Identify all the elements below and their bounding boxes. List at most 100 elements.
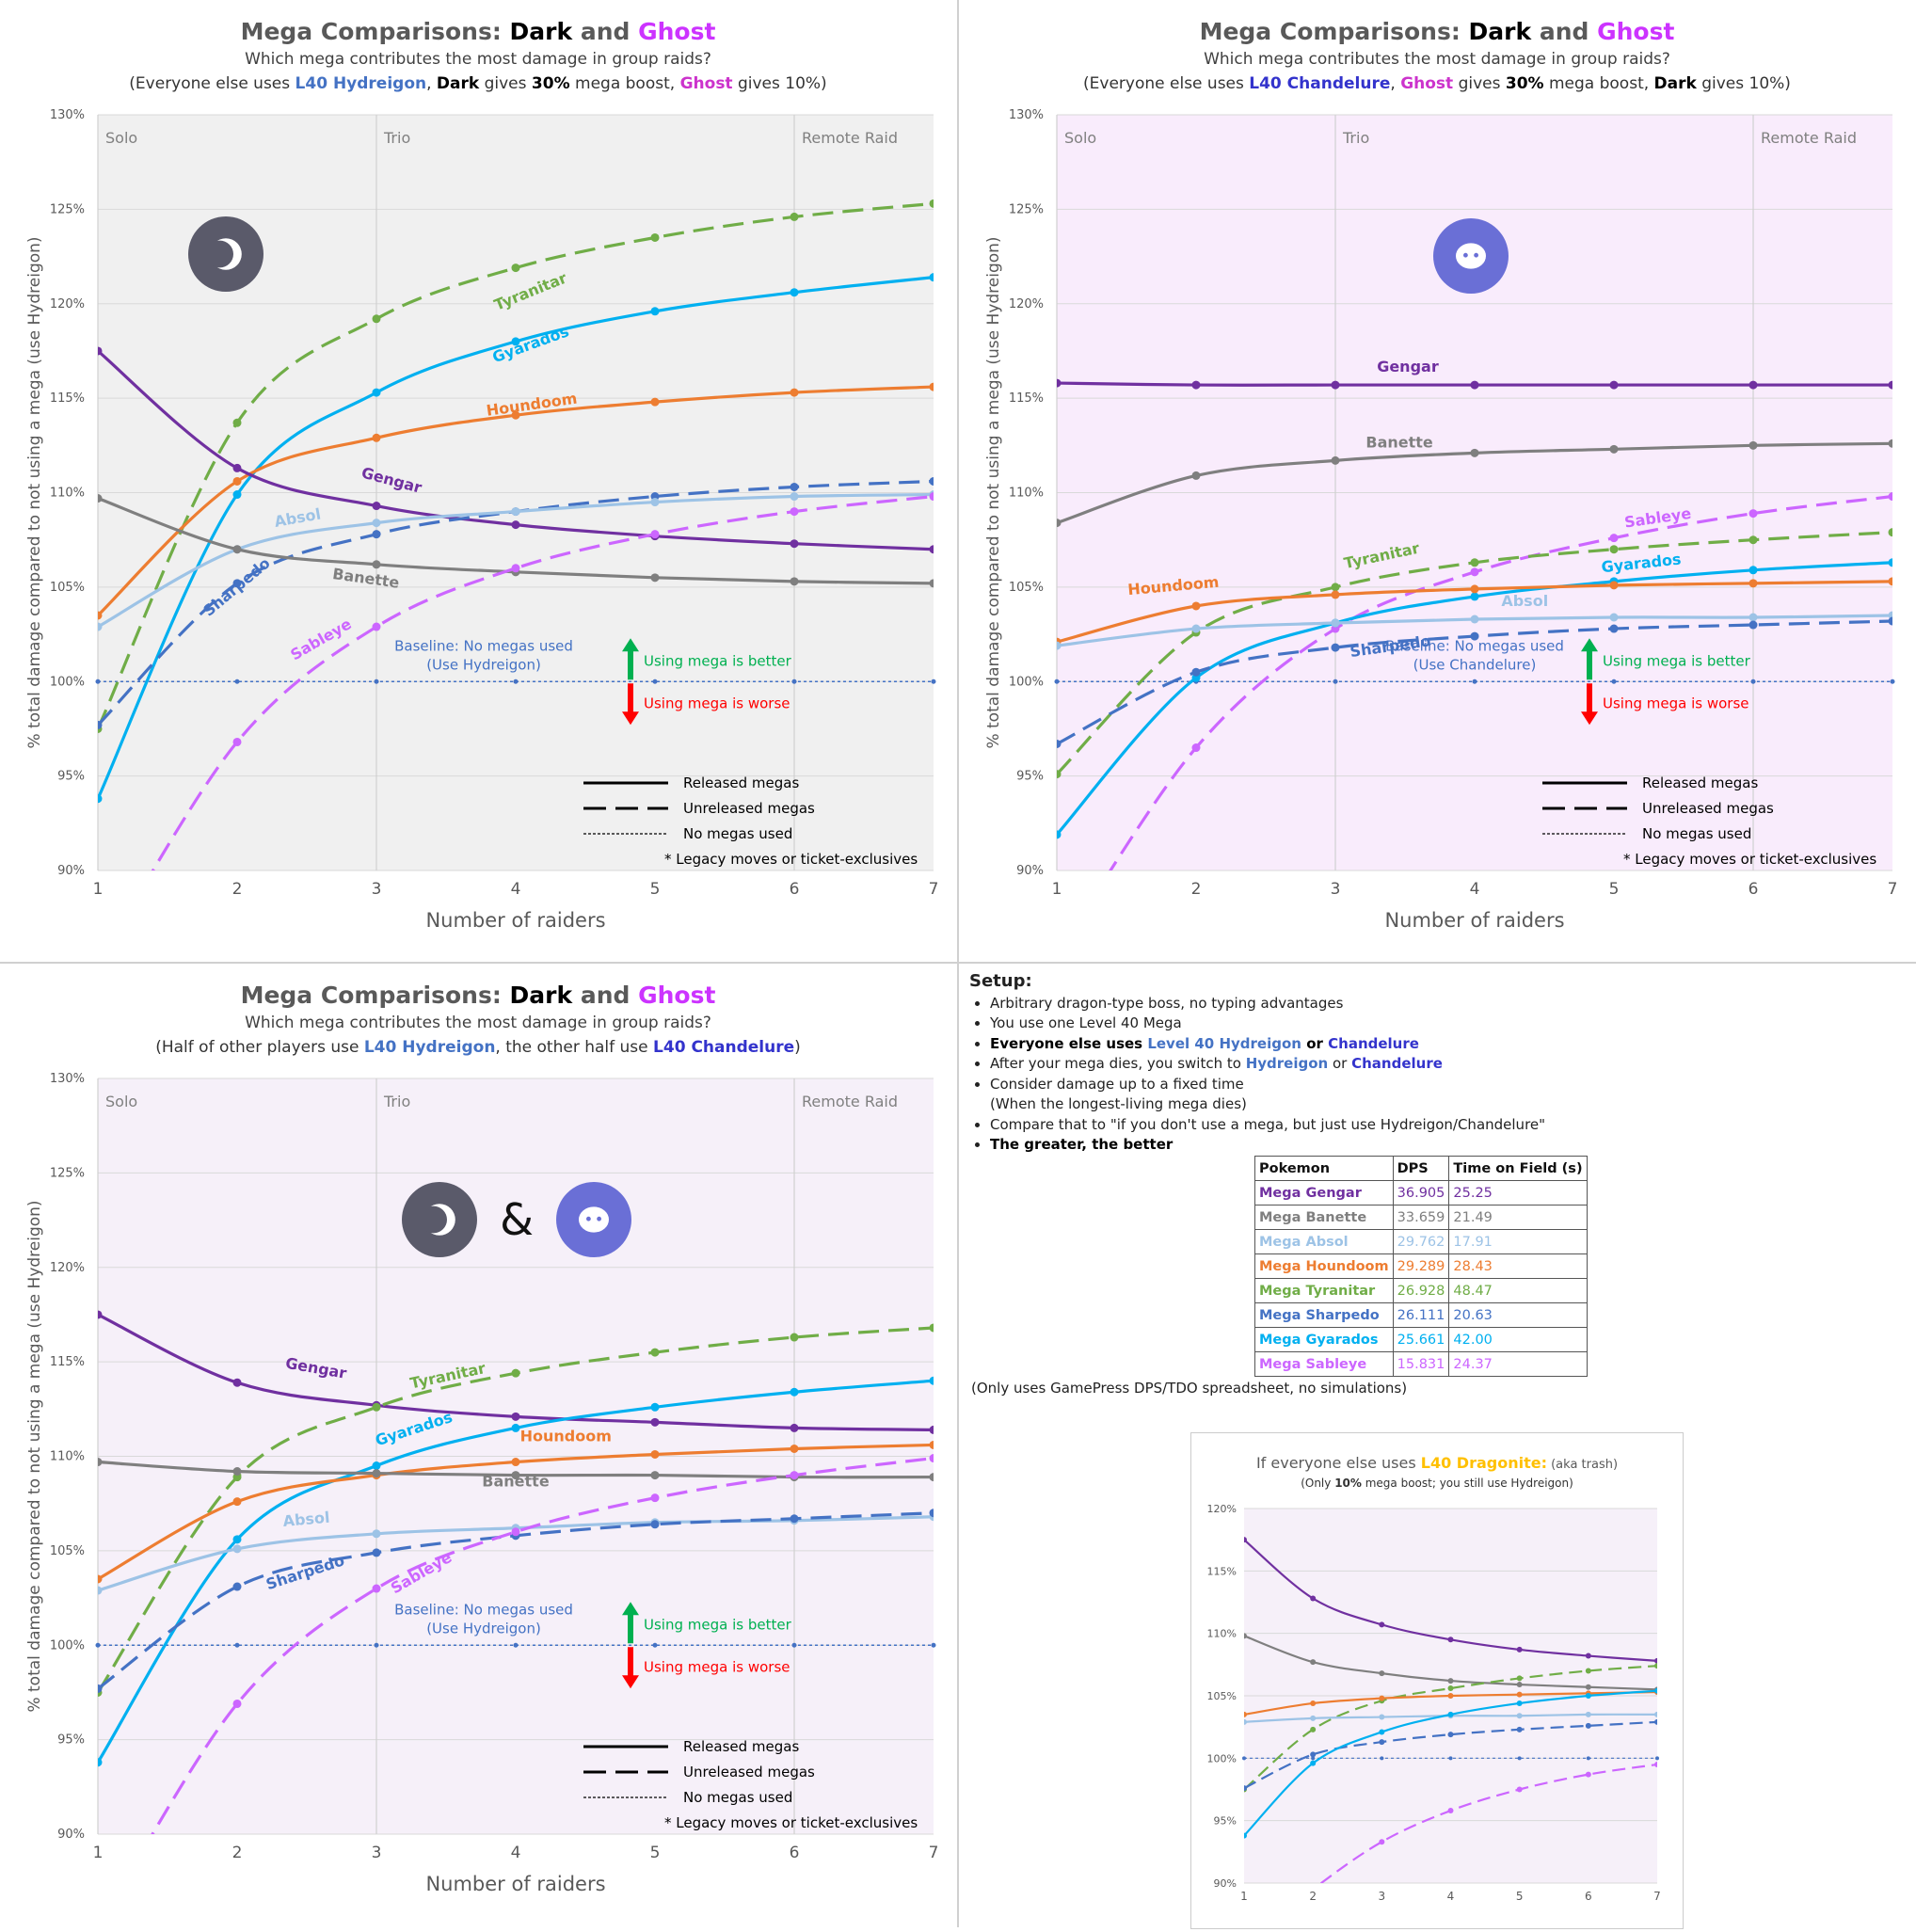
inset-data-point-absol — [1516, 1713, 1523, 1719]
inset-data-point-absol — [1654, 1711, 1657, 1717]
x-tick-label: 4 — [511, 880, 521, 899]
table-cell: 15.831 — [1392, 1351, 1450, 1377]
data-point-absol — [1748, 613, 1758, 622]
legend-unreleased: Unreleased megas — [1642, 800, 1774, 817]
series-label-banette: Banette — [1365, 433, 1433, 451]
data-point-sharpedo — [372, 1548, 381, 1557]
table-cell: 17.91 — [1448, 1229, 1588, 1254]
series-line-sableye — [1109, 494, 1892, 870]
table-cell: Mega Absol — [1254, 1229, 1394, 1254]
data-point-sableye — [372, 622, 381, 631]
x-tick-label: 3 — [372, 880, 382, 899]
setup-item: You use one Level 40 Mega — [990, 1014, 1901, 1034]
baseline-point — [513, 1642, 519, 1648]
inset-data-point-houndoom — [1447, 1693, 1454, 1699]
data-point-houndoom — [232, 1497, 242, 1507]
data-point-houndoom — [790, 388, 799, 397]
data-point-houndoom — [1609, 581, 1619, 590]
inset-data-point-gyarados — [1654, 1687, 1657, 1694]
data-point-sharpedo — [790, 1514, 799, 1524]
y-tick-label: 90% — [57, 1828, 85, 1842]
chart-subtitle: Which mega contributes the most damage i… — [245, 50, 711, 69]
data-point-banette — [98, 1458, 103, 1467]
data-point-sharpedo — [1748, 620, 1758, 630]
x-tick-label: 6 — [1748, 880, 1759, 899]
setup-item: Compare that to "if you don't use a mega… — [990, 1115, 1901, 1136]
data-point-banette — [1609, 444, 1619, 454]
horizontal-divider — [0, 962, 1916, 964]
baseline-point — [513, 679, 519, 684]
inset-panel: If everyone else uses L40 Dragonite: (ak… — [1190, 1432, 1684, 1929]
inset-data-point-gengar — [1516, 1646, 1523, 1653]
data-point-gengar — [790, 1423, 799, 1432]
baseline-point — [1333, 679, 1338, 684]
dark-moon-shadow-icon — [420, 1206, 447, 1234]
data-point-absol — [650, 498, 660, 507]
data-point-gyarados — [650, 307, 660, 316]
table-cell: 25.25 — [1448, 1180, 1588, 1206]
data-point-gengar — [232, 1378, 242, 1387]
table-cell: 26.928 — [1392, 1278, 1450, 1303]
x-tick-label: 5 — [650, 1844, 661, 1862]
y-tick-label: 120% — [50, 297, 85, 311]
data-point-banette — [1191, 471, 1201, 480]
zone-label: Solo — [105, 1093, 137, 1110]
arrow-down-head-icon — [622, 711, 639, 726]
data-point-absol — [372, 519, 381, 528]
data-point-houndoom — [98, 1574, 103, 1584]
inset-data-point-gyarados — [1516, 1700, 1523, 1706]
y-axis-label: % total damage compared to not using a m… — [25, 236, 44, 748]
baseline-label: Baseline: No megas used — [394, 1601, 573, 1618]
data-point-sableye — [929, 492, 934, 502]
inset-data-point-gengar — [1447, 1637, 1454, 1643]
inset-data-point-absol — [1379, 1714, 1385, 1720]
legend-no-megas: No megas used — [1642, 825, 1751, 842]
data-point-gyarados — [790, 1387, 799, 1397]
data-point-gengar — [1331, 380, 1340, 390]
y-tick-label: 105% — [50, 1544, 85, 1558]
x-axis-label: Number of raiders — [1384, 909, 1564, 932]
legend-unreleased: Unreleased megas — [683, 800, 815, 817]
data-point-banette — [650, 573, 660, 583]
inset-data-point-gyarados — [1244, 1832, 1247, 1839]
zone-label: Trio — [1342, 129, 1369, 147]
data-point-houndoom — [790, 1444, 799, 1453]
data-point-sableye — [1470, 567, 1479, 577]
data-point-sableye — [232, 737, 242, 746]
data-point-sableye — [511, 564, 520, 573]
inset-y-tick-label: 120% — [1207, 1503, 1237, 1515]
baseline-point — [652, 679, 658, 684]
data-point-sableye — [929, 1454, 934, 1463]
table-header-cell: Time on Field (s) — [1448, 1156, 1588, 1181]
baseline-point — [234, 1642, 240, 1648]
table-row: Mega Banette 33.659 21.49 — [1254, 1205, 1588, 1230]
y-tick-label: 120% — [1009, 297, 1044, 311]
baseline-point — [931, 1642, 936, 1648]
inset-data-point-sableye — [1585, 1771, 1591, 1778]
data-point-sharpedo — [1888, 616, 1892, 626]
inset-data-point-sharpedo — [1244, 1785, 1247, 1792]
chart-dark-hydreigon: Mega Comparisons: Dark and Ghost Which me… — [25, 18, 938, 932]
baseline-sublabel: (Use Hydreigon) — [426, 1620, 541, 1637]
y-tick-label: 105% — [1009, 581, 1044, 595]
data-point-sharpedo — [1057, 739, 1062, 748]
baseline-point — [95, 1642, 101, 1648]
setup-item-text: (When the longest-living mega dies) — [990, 1095, 1247, 1112]
data-point-gengar — [1470, 380, 1479, 390]
data-point-tyranitar — [650, 232, 660, 242]
inset-data-point-houndoom — [1244, 1711, 1247, 1717]
inset-x-tick-label: 6 — [1585, 1890, 1592, 1903]
inset-baseline-point — [1517, 1756, 1522, 1761]
y-tick-label: 130% — [1009, 108, 1044, 122]
inset-x-tick-label: 7 — [1653, 1890, 1661, 1903]
data-point-sharpedo — [372, 530, 381, 539]
baseline-point — [374, 1642, 379, 1648]
y-tick-label: 110% — [50, 1450, 85, 1464]
x-tick-label: 1 — [1052, 880, 1062, 899]
arrow-down-head-icon — [622, 1675, 639, 1689]
baseline-point — [1611, 679, 1617, 684]
inset-baseline-point — [1242, 1756, 1246, 1761]
data-point-tyranitar — [511, 263, 520, 273]
data-point-gyarados — [1888, 558, 1892, 567]
zone-label: Solo — [1064, 129, 1096, 147]
